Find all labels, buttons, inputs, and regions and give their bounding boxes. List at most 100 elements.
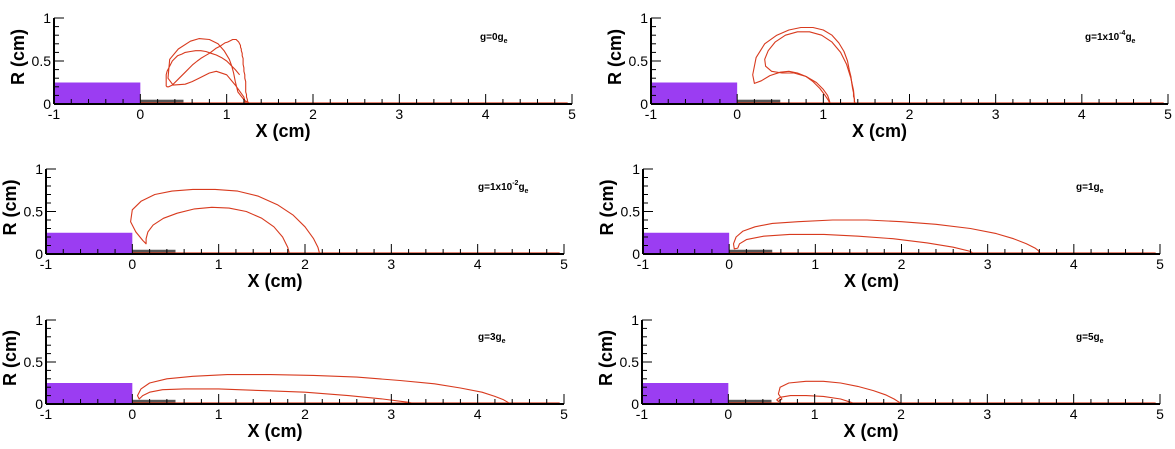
y-tick-label: 0.5: [24, 354, 44, 370]
gravity-annotation: g=0ge: [480, 32, 508, 45]
interface-curve-1: [130, 188, 321, 255]
x-tick-label: 1: [811, 406, 819, 422]
y-tick-label: 1: [640, 10, 648, 26]
nozzle-block: [54, 82, 141, 104]
nozzle-block: [651, 82, 738, 104]
x-axis-title: X (cm): [852, 121, 907, 141]
y-tick-label: 0: [632, 246, 640, 262]
interface-curve-1: [732, 219, 1040, 255]
y-tick-label: 0.5: [621, 204, 641, 220]
interface-curve-1: [165, 38, 250, 105]
x-tick-label: 0: [128, 256, 136, 272]
x-tick-label: 5: [560, 406, 568, 422]
x-tick-label: 4: [474, 256, 482, 272]
chart-panel-1: -1 0 1 2 3 4 500.51X (cm)R (cm) g=0ge: [8, 10, 576, 141]
y-axis-title: R (cm): [0, 330, 20, 386]
x-tick-label: 1: [819, 106, 827, 122]
nozzle-block: [46, 232, 133, 254]
y-tick-label: 0.5: [620, 354, 640, 370]
gravity-annotation: g=1x10-2ge: [478, 180, 529, 195]
x-tick-label: 2: [301, 406, 309, 422]
nozzle-block: [643, 232, 730, 254]
wall-block: [729, 249, 773, 254]
y-tick-label: 0: [35, 246, 43, 262]
x-tick-label: 0: [724, 406, 732, 422]
x-tick-label: 0: [128, 406, 136, 422]
x-tick-label: 0: [136, 106, 144, 122]
y-tick-label: 0.5: [24, 204, 44, 220]
x-tick-label: 3: [984, 256, 992, 272]
y-axis-title: R (cm): [605, 29, 625, 85]
y-tick-label: 1: [631, 312, 639, 328]
x-tick-label: 4: [482, 106, 490, 122]
wall-block: [737, 99, 781, 104]
x-tick-label: -1: [636, 406, 649, 422]
x-tick-label: 3: [387, 256, 395, 272]
x-tick-label: 2: [897, 406, 905, 422]
x-axis-title: X (cm): [255, 121, 310, 141]
x-tick-label: 2: [898, 256, 906, 272]
y-tick-label: 0.5: [32, 53, 52, 69]
x-axis-title: X (cm): [247, 421, 302, 441]
y-tick-label: 0: [631, 396, 639, 412]
x-tick-label: -1: [645, 106, 658, 122]
wall-block: [132, 399, 176, 404]
y-tick-label: 1: [43, 10, 51, 26]
x-tick-label: 3: [387, 406, 395, 422]
y-axis-title: R (cm): [596, 330, 616, 386]
chart-panel-4: -1 0 1 2 3 4 500.51X (cm)R (cm) g=1ge: [597, 161, 1164, 291]
x-tick-label: 1: [215, 406, 223, 422]
x-tick-label: 3: [983, 406, 991, 422]
x-tick-label: 4: [1070, 256, 1078, 272]
x-tick-label: 1: [215, 256, 223, 272]
wall-block: [728, 399, 772, 404]
x-tick-label: 3: [992, 106, 1000, 122]
x-tick-label: 0: [725, 256, 733, 272]
x-tick-label: 1: [811, 256, 819, 272]
x-tick-label: 5: [560, 256, 568, 272]
x-tick-label: 5: [568, 106, 576, 122]
gravity-annotation: g=1ge: [1076, 182, 1104, 195]
y-tick-label: 0: [35, 396, 43, 412]
gravity-annotation: g=3ge: [478, 332, 506, 345]
y-axis-title: R (cm): [0, 179, 20, 235]
x-tick-label: 2: [301, 256, 309, 272]
x-tick-label: 2: [906, 106, 914, 122]
interface-curve-1: [752, 26, 857, 105]
x-axis-title: X (cm): [247, 271, 302, 291]
x-tick-label: 5: [1156, 256, 1164, 272]
x-tick-label: 0: [733, 106, 741, 122]
x-tick-label: 5: [1164, 106, 1172, 122]
y-axis-title: R (cm): [597, 179, 617, 235]
nozzle-block: [642, 383, 729, 404]
y-tick-label: 1: [632, 161, 640, 177]
x-tick-label: -1: [40, 256, 53, 272]
y-tick-label: 0: [640, 96, 648, 112]
interface-curve-2: [764, 31, 855, 105]
chart-panel-2: -1 0 1 2 3 4 500.51X (cm)R (cm) g=1x10-4ge: [605, 10, 1172, 141]
x-tick-label: -1: [637, 256, 650, 272]
y-tick-label: 0.5: [629, 53, 649, 69]
nozzle-block: [46, 383, 133, 404]
wall-block: [140, 99, 184, 104]
x-tick-label: 2: [309, 106, 317, 122]
chart-panel-3: -1 0 1 2 3 4 500.51X (cm)R (cm) g=1x10-2ge: [0, 161, 568, 291]
chart-panel-5: -1 0 1 2 3 4 500.51X (cm)R (cm) g=3ge: [0, 312, 568, 441]
x-tick-label: 3: [395, 106, 403, 122]
x-tick-label: -1: [40, 406, 53, 422]
x-tick-label: 5: [1156, 406, 1164, 422]
x-tick-label: -1: [48, 106, 61, 122]
x-axis-title: X (cm): [843, 421, 898, 441]
x-tick-label: 4: [1070, 406, 1078, 422]
x-tick-label: 4: [474, 406, 482, 422]
y-tick-label: 1: [35, 161, 43, 177]
gravity-annotation: g=1x10-4ge: [1085, 30, 1136, 45]
x-tick-label: 4: [1078, 106, 1086, 122]
gravity-annotation: g=5ge: [1076, 332, 1104, 345]
y-tick-label: 0: [43, 96, 51, 112]
x-axis-title: X (cm): [844, 271, 899, 291]
x-tick-label: 1: [223, 106, 231, 122]
wall-block: [132, 249, 176, 254]
y-axis-title: R (cm): [8, 29, 28, 85]
